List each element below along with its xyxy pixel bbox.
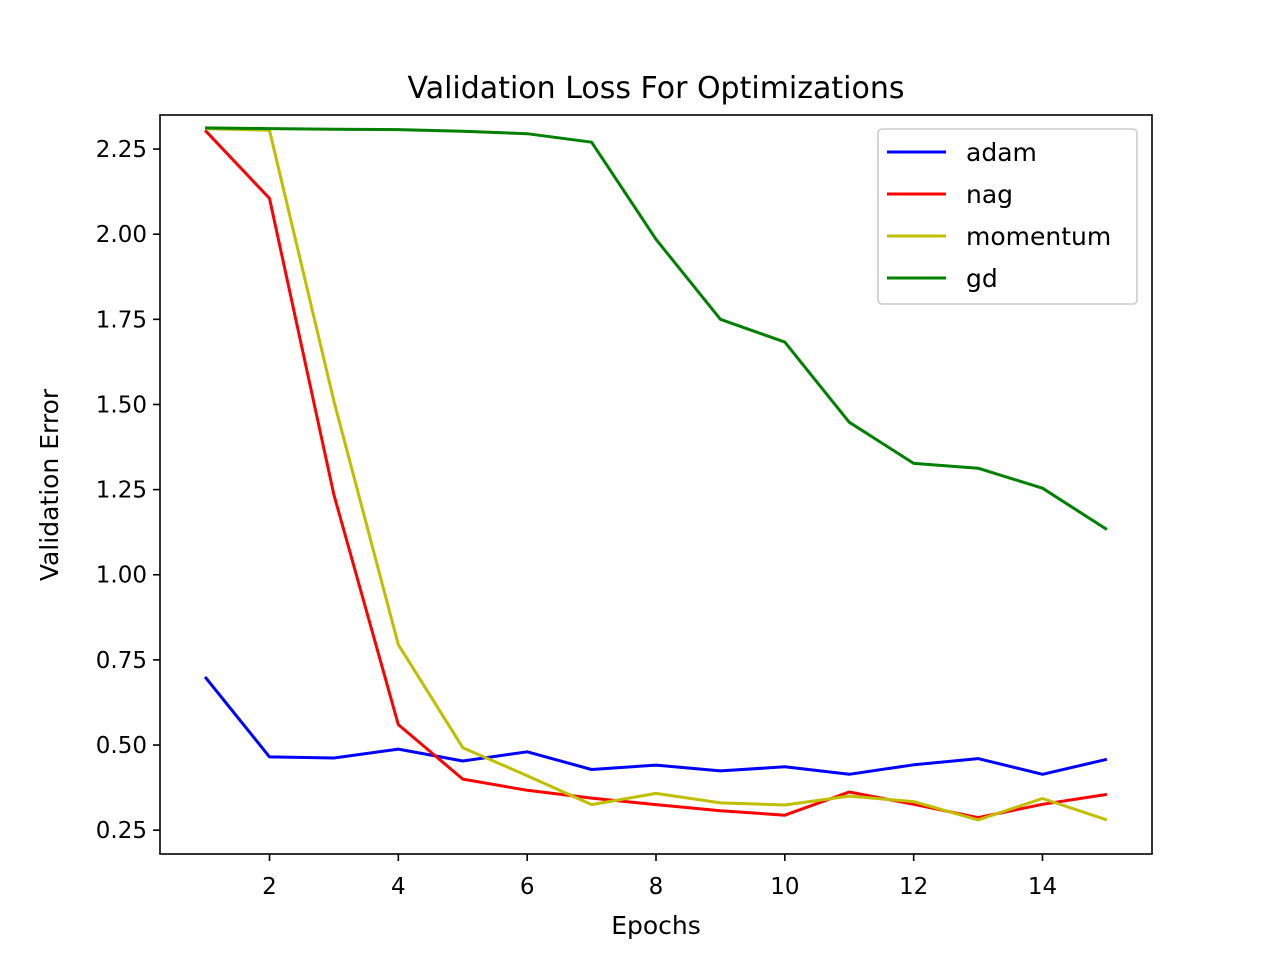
series-line-gd [205, 126, 1108, 531]
legend-label-nag: nag [966, 180, 1013, 209]
x-axis: 2 4 6 8 10 12 14 [262, 854, 1057, 900]
y-tick-label: 2.00 [96, 222, 147, 248]
legend-label-momentum: momentum [966, 222, 1111, 251]
y-tick-label: 0.25 [96, 818, 147, 844]
x-tick-label: 4 [391, 874, 406, 900]
y-axis: 0.25 0.50 0.75 1.00 1.25 1.50 1.75 2.00 2.25 [96, 137, 160, 844]
x-tick-label: 6 [520, 874, 535, 900]
series-line-momentum [205, 127, 1108, 822]
y-tick-label: 2.25 [96, 137, 147, 163]
y-tick-label: 1.50 [96, 392, 147, 418]
series-line-adam [203, 675, 1108, 776]
legend-label-gd: gd [966, 264, 998, 293]
x-tick-label: 2 [262, 874, 277, 900]
x-tick-label: 8 [649, 874, 664, 900]
legend: adam nag momentum gd [877, 128, 1138, 305]
y-tick-label: 1.00 [96, 563, 147, 589]
y-tick-label: 1.75 [96, 307, 147, 333]
legend-box [877, 128, 1138, 305]
x-tick-label: 12 [899, 874, 928, 900]
x-axis-label: Epochs [611, 911, 701, 940]
legend-label-adam: adam [966, 138, 1037, 167]
x-tick-label: 14 [1028, 874, 1057, 900]
y-axis-label: Validation Error [35, 388, 64, 581]
chart-title: Validation Loss For Optimizations [408, 71, 905, 106]
y-tick-label: 0.50 [96, 733, 147, 759]
plot-area [203, 126, 1108, 822]
y-tick-label: 0.75 [96, 648, 147, 674]
x-tick-label: 10 [770, 874, 799, 900]
y-tick-label: 1.25 [96, 478, 147, 504]
